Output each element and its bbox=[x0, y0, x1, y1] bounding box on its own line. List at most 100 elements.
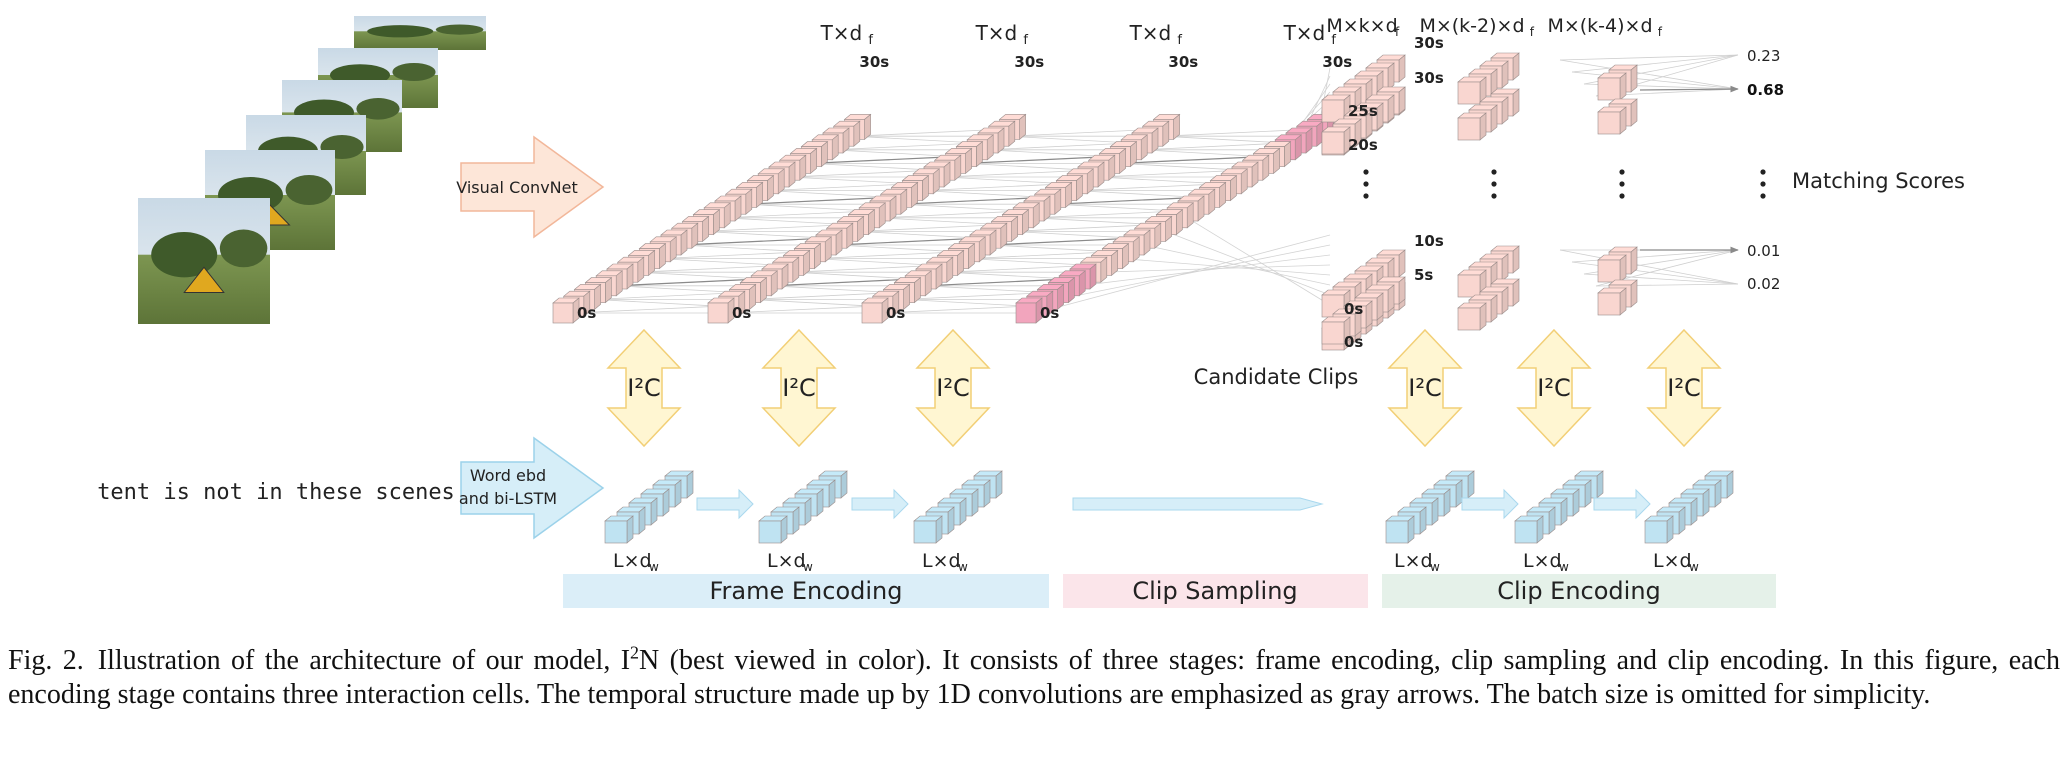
clip-stack-k4 bbox=[1597, 98, 1638, 135]
cube bbox=[1321, 316, 1351, 345]
cube bbox=[861, 297, 889, 324]
ellipsis-dot bbox=[1760, 181, 1766, 187]
caption-model-suffix: N bbox=[639, 645, 660, 676]
word-column-5 bbox=[1514, 470, 1604, 544]
frame-column-4 bbox=[1015, 113, 1335, 324]
ellipsis-dot bbox=[1491, 193, 1497, 199]
clip-sampling-label: Clip Sampling bbox=[1132, 577, 1297, 605]
temporal-arrows bbox=[572, 54, 1739, 314]
frame-dim-sub: f bbox=[1177, 33, 1182, 48]
word-columns: L×dw L×dw L×dw L×dw L×dw L×dw bbox=[604, 470, 1734, 574]
score-2: 0.01 bbox=[1747, 242, 1780, 260]
candidate-clips-label: Candidate Clips bbox=[1194, 365, 1359, 389]
clip-sampling-bar bbox=[1063, 574, 1368, 608]
architecture-figure: Frame Encoding Clip Sampling Clip Encodi… bbox=[97, 15, 1965, 608]
visual-convnet-arrow: Visual ConvNet bbox=[456, 135, 605, 239]
clip-dim-sub: f bbox=[1530, 25, 1535, 39]
interaction-arrows: I²C I²C I²C I²C I²C I²C bbox=[606, 328, 1722, 448]
interaction-label: I²C bbox=[936, 374, 969, 402]
word-column-2 bbox=[758, 470, 848, 544]
ellipsis-dot bbox=[1363, 193, 1369, 199]
cube bbox=[1597, 254, 1627, 283]
matching-scores-label: Matching Scores bbox=[1792, 169, 1965, 193]
frame-columns: 0s 30s 0s 30s 0s 30s 0s 30s bbox=[552, 53, 1352, 324]
cube bbox=[1457, 302, 1487, 331]
video-frame bbox=[354, 16, 486, 50]
interaction-label: I²C bbox=[1537, 374, 1570, 402]
clip-dim-label: M×(k-2)×d bbox=[1419, 15, 1524, 37]
word-dim-sub: w bbox=[958, 560, 968, 574]
time-start-label: 0s bbox=[1040, 304, 1059, 322]
caption-pre: Illustration of the architecture of our … bbox=[97, 645, 621, 676]
cube bbox=[1644, 515, 1674, 544]
interaction-cell: I²C bbox=[606, 328, 682, 448]
sampling-flow-arrow bbox=[1072, 497, 1324, 511]
clip-time-label: 5s bbox=[1414, 266, 1433, 284]
caption-label: Fig. 2. bbox=[8, 645, 84, 676]
stage-bars: Frame Encoding Clip Sampling Clip Encodi… bbox=[563, 574, 1776, 608]
word-dim-sub: w bbox=[649, 560, 659, 574]
caption-model-sup: 2 bbox=[630, 642, 640, 663]
clip-encoding-bar bbox=[1382, 574, 1776, 608]
ellipsis-dot bbox=[1491, 181, 1497, 187]
ellipsis-dot bbox=[1363, 181, 1369, 187]
word-column-6 bbox=[1644, 470, 1734, 544]
time-start-label: 0s bbox=[732, 304, 751, 322]
video-frames bbox=[138, 16, 486, 324]
frame-column-1 bbox=[552, 113, 872, 324]
cube bbox=[1015, 297, 1043, 324]
word-column-3 bbox=[913, 470, 1003, 544]
cube bbox=[1457, 269, 1487, 298]
clip-dim-label: M×k×d bbox=[1326, 15, 1397, 37]
cube bbox=[758, 515, 788, 544]
time-start-label: 0s bbox=[886, 304, 905, 322]
clip-stack-k4 bbox=[1597, 246, 1638, 283]
word-dim-label: L×d bbox=[922, 550, 961, 572]
cube bbox=[1597, 72, 1627, 101]
clip-time-label: 0s bbox=[1344, 300, 1363, 318]
interaction-label: I²C bbox=[1408, 374, 1441, 402]
interaction-label: I²C bbox=[782, 374, 815, 402]
clip-stack-k bbox=[1321, 276, 1406, 345]
word-column-4 bbox=[1385, 470, 1475, 544]
clip-time-label: 25s bbox=[1348, 102, 1378, 120]
ellipsis-dot bbox=[1619, 181, 1625, 187]
interaction-cell: I²C bbox=[915, 328, 991, 448]
flow-arrow bbox=[1593, 488, 1651, 520]
clip-stack-k2 bbox=[1457, 245, 1520, 298]
clip-stack-k4 bbox=[1597, 64, 1638, 101]
frame-column-2 bbox=[707, 113, 1027, 324]
frame-dim-sub: f bbox=[1023, 33, 1028, 48]
clip-time-label: 20s bbox=[1348, 136, 1378, 154]
clip-time-label: 30s bbox=[1414, 69, 1444, 87]
input-sentence: tent is not in these scenes bbox=[97, 480, 455, 505]
cube bbox=[913, 515, 943, 544]
score-0: 0.23 bbox=[1747, 47, 1780, 65]
frame-dim-labels: T×d f T×d f T×d f T×d fM×k×df M×(k-2)×d f M×(k-4)×… bbox=[820, 15, 1663, 48]
frame-dim-label: T×d bbox=[1129, 21, 1172, 45]
word-encoder-label-line1: Word ebd bbox=[470, 466, 546, 485]
frame-encoding-label: Frame Encoding bbox=[709, 577, 902, 605]
interaction-label: I²C bbox=[627, 374, 660, 402]
interaction-cell: I²C bbox=[761, 328, 837, 448]
frame-dim-sub: f bbox=[1331, 33, 1336, 48]
time-end-label: 30s bbox=[1014, 53, 1044, 71]
ellipsis-dots bbox=[1363, 169, 1766, 199]
frame-dim-label: T×d bbox=[975, 21, 1018, 45]
word-dim-sub: w bbox=[1689, 560, 1699, 574]
clip-dim-sub: f bbox=[1658, 25, 1663, 39]
word-column-1 bbox=[604, 470, 694, 544]
clip-time-label: 30s bbox=[1414, 34, 1444, 52]
clip-stack-k4 bbox=[1597, 279, 1638, 316]
ellipsis-dot bbox=[1491, 169, 1497, 175]
clip-dim-label: M×(k-4)×d bbox=[1547, 15, 1652, 37]
frame-dim-label: T×d bbox=[820, 21, 863, 45]
ellipsis-dot bbox=[1619, 193, 1625, 199]
word-dim-sub: w bbox=[1430, 560, 1440, 574]
flow-arrow bbox=[851, 488, 909, 520]
interaction-cell: I²C bbox=[1646, 328, 1722, 448]
interaction-cell: I²C bbox=[1387, 328, 1463, 448]
interaction-cell: I²C bbox=[1516, 328, 1592, 448]
matching-scores: 0.23 0.68 0.01 0.02 Matching Scores bbox=[1747, 47, 1965, 293]
frame-dim-label: T×d bbox=[1283, 21, 1326, 45]
